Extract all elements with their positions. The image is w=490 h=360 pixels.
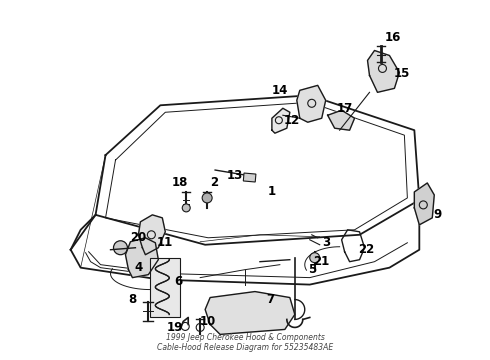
Text: 18: 18 [172,176,189,189]
Polygon shape [368,50,399,92]
Polygon shape [328,110,355,130]
Text: 11: 11 [157,236,173,249]
Polygon shape [297,85,326,122]
Polygon shape [205,292,295,334]
Text: 9: 9 [433,208,441,221]
Circle shape [114,241,127,255]
Text: 3: 3 [322,236,331,249]
Text: 13: 13 [227,168,243,181]
Polygon shape [272,108,290,133]
Circle shape [182,204,190,212]
Circle shape [310,253,319,263]
Text: 21: 21 [314,255,330,268]
Text: 8: 8 [128,293,137,306]
Text: 16: 16 [384,31,401,44]
Text: 7: 7 [266,293,274,306]
Text: 15: 15 [393,67,410,80]
Text: 2: 2 [210,176,218,189]
Bar [244,173,256,182]
Text: 22: 22 [358,243,375,256]
Text: 1: 1 [268,185,276,198]
Text: 12: 12 [284,114,300,127]
Polygon shape [125,238,158,278]
Text: 17: 17 [337,102,353,115]
Text: 10: 10 [200,315,216,328]
Circle shape [202,193,212,203]
Text: 14: 14 [271,84,288,97]
Text: 4: 4 [134,261,143,274]
Text: 19: 19 [167,321,183,334]
Text: 5: 5 [308,263,316,276]
Text: 20: 20 [130,231,147,244]
Polygon shape [415,183,434,225]
Polygon shape [138,215,165,255]
Text: 6: 6 [174,275,182,288]
Text: 1999 Jeep Cherokee Hood & Components
Cable-Hood Release Diagram for 55235483AE: 1999 Jeep Cherokee Hood & Components Cab… [157,333,333,352]
Bar [150,258,180,318]
